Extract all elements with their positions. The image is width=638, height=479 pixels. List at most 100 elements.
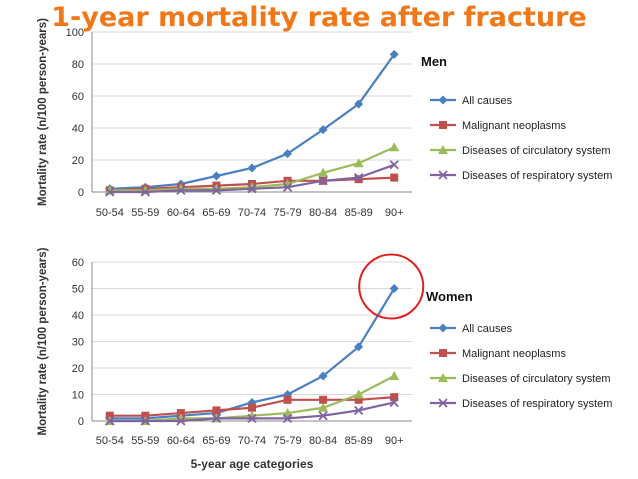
data-point	[319, 395, 328, 404]
y-tick-label: 60	[72, 91, 84, 103]
data-point	[318, 371, 328, 381]
panel-label: Women	[426, 289, 473, 304]
legend-marker	[438, 95, 448, 105]
legend-entry: Diseases of circulatory system	[430, 373, 611, 385]
data-point	[141, 411, 150, 420]
data-point	[248, 403, 256, 412]
y-tick-label: 30	[72, 337, 84, 349]
data-point	[389, 370, 400, 380]
legend-entry: All causes	[430, 95, 513, 107]
y-axis-label: Mortality rate (n/100 person-years)	[37, 247, 49, 435]
data-point	[389, 397, 399, 408]
data-point	[282, 182, 293, 192]
data-point	[389, 142, 400, 152]
y-tick-label: 0	[78, 187, 84, 199]
data-point	[318, 176, 328, 186]
data-point	[318, 125, 328, 135]
data-point	[212, 406, 221, 415]
data-point	[283, 395, 292, 404]
data-point	[176, 416, 186, 426]
data-point	[176, 409, 185, 418]
panel-label: Men	[421, 54, 447, 69]
y-tick-label: 20	[72, 155, 84, 167]
x-tick-label: 75-79	[273, 207, 301, 219]
data-point	[105, 187, 115, 197]
data-point	[389, 49, 399, 59]
x-tick-label: 90+	[385, 207, 404, 219]
legend-label: All causes	[462, 323, 513, 335]
legend-label: Diseases of respiratory system	[462, 398, 612, 410]
legend-entry: Diseases of respiratory system	[430, 170, 612, 182]
legend-entry: Malignant neoplasms	[430, 120, 566, 132]
legend-marker	[438, 373, 448, 382]
x-tick-label: 75-79	[273, 435, 301, 447]
y-tick-label: 50	[72, 284, 84, 296]
legend-label: Diseases of circulatory system	[462, 373, 611, 385]
legend-entry: All causes	[430, 323, 513, 335]
legend-label: Diseases of respiratory system	[462, 170, 612, 182]
x-tick-label: 80-84	[309, 207, 337, 219]
y-tick-label: 20	[72, 363, 84, 375]
legend-label: Malignant neoplasms	[462, 348, 566, 360]
data-point	[318, 402, 329, 412]
data-point	[247, 163, 257, 173]
y-tick-label: 60	[72, 257, 84, 269]
data-point	[211, 171, 221, 181]
x-tick-label: 70-74	[238, 435, 266, 447]
x-tick-label: 55-59	[131, 435, 159, 447]
x-tick-label: 50-54	[96, 435, 124, 447]
data-point	[211, 185, 222, 196]
x-tick-label: 60-64	[167, 207, 195, 219]
data-point	[354, 172, 364, 183]
data-point	[353, 389, 364, 399]
legend-label: Diseases of circulatory system	[462, 145, 611, 157]
data-point	[353, 158, 364, 168]
y-tick-label: 10	[72, 390, 84, 402]
legend-marker	[438, 323, 448, 333]
data-point	[318, 411, 328, 421]
legend-marker	[439, 349, 447, 357]
series-all-causes	[105, 49, 399, 194]
y-tick-label: 100	[66, 27, 84, 39]
data-point	[354, 342, 364, 352]
data-point	[354, 395, 363, 404]
data-point	[140, 187, 150, 197]
data-point	[318, 167, 329, 177]
data-point	[354, 99, 364, 109]
x-tick-label: 65-69	[202, 207, 230, 219]
legend-marker	[438, 398, 448, 408]
slide-title: 1-year mortality rate after fracture	[51, 2, 587, 33]
data-point	[354, 405, 364, 416]
y-tick-label: 40	[72, 310, 84, 322]
x-tick-label: 70-74	[238, 207, 266, 219]
data-point	[390, 393, 399, 402]
data-point	[105, 411, 114, 420]
legend-marker	[438, 145, 448, 154]
x-tick-label: 50-54	[96, 207, 124, 219]
data-point	[390, 173, 399, 182]
series-diseases-of-respiratory-system	[105, 160, 399, 197]
data-point	[247, 413, 257, 423]
data-point	[282, 413, 293, 423]
data-point	[389, 284, 399, 293]
series-diseases-of-respiratory-system	[105, 397, 399, 426]
data-point	[105, 416, 115, 426]
x-tick-label: 65-69	[202, 435, 230, 447]
data-point	[354, 175, 363, 184]
data-point	[211, 413, 222, 423]
y-axis-label: Mortality rate (n/100 person-years)	[37, 18, 49, 206]
x-tick-label: 55-59	[131, 207, 159, 219]
x-axis-label: 5-year age categories	[191, 457, 314, 471]
x-tick-label: 85-89	[345, 435, 373, 447]
highlight-circle	[358, 253, 425, 320]
x-tick-label: 60-64	[167, 435, 195, 447]
y-tick-label: 80	[72, 59, 84, 71]
x-tick-label: 80-84	[309, 435, 337, 447]
chart-panel-men: 0 20 40 60 80 100 50-54 55-59 60-64 65-69 70-74 75-…	[37, 18, 612, 219]
legend-marker	[439, 121, 447, 129]
legend-marker	[438, 170, 448, 180]
x-tick-label: 85-89	[345, 207, 373, 219]
x-tick-label: 90+	[385, 435, 404, 447]
legend-entry: Malignant neoplasms	[430, 348, 566, 360]
